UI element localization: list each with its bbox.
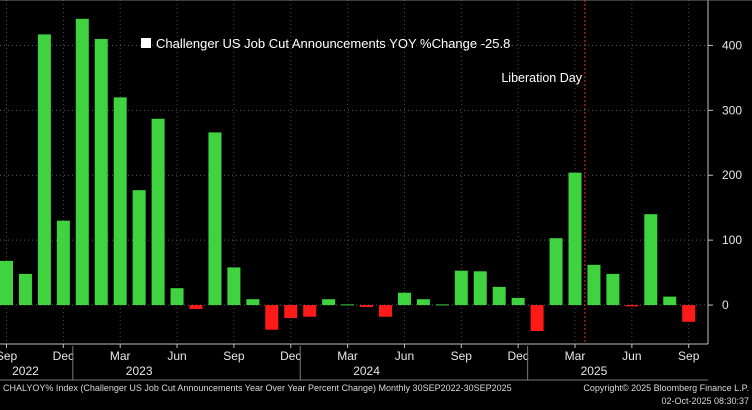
legend-swatch: [141, 38, 151, 48]
year-label-2022: 2022: [12, 364, 39, 378]
bar-2025-08: [663, 296, 677, 306]
bar-2023-07: [189, 305, 203, 309]
bar-2025-09: [682, 305, 696, 322]
bar-2024-07: [416, 299, 430, 306]
x-tick-label-2023-09: Sep: [223, 349, 245, 363]
bar-2024-04: [360, 305, 374, 308]
bar-2024-02: [322, 299, 336, 306]
bar-2025-03: [568, 172, 582, 306]
bar-2024-10: [473, 271, 487, 306]
bar-2024-05: [379, 305, 392, 317]
x-tick-label-2024-09: Sep: [451, 349, 473, 363]
bar-2023-04: [132, 190, 146, 306]
x-tick-label-2025-03: Mar: [565, 349, 586, 363]
bars: [0, 18, 696, 332]
year-axis: 2022 2023 2024 2025: [12, 346, 608, 380]
x-tick-label-2024-03: Mar: [337, 349, 358, 363]
bar-2024-06: [397, 292, 411, 306]
y-tick-label-200: 200: [722, 168, 742, 182]
x-tick-label-2024-12: Dec: [507, 349, 528, 363]
bar-2023-01: [75, 18, 89, 306]
year-label-2024: 2024: [353, 364, 380, 378]
y-tick-label-0: 0: [722, 298, 729, 312]
bar-2025-02: [549, 238, 563, 306]
bar-2024-09: [454, 270, 468, 306]
bar-2024-11: [492, 286, 506, 306]
x-tick-label-2025-09: Sep: [678, 349, 700, 363]
bar-2025-07: [644, 214, 658, 306]
bar-2023-10: [246, 299, 260, 306]
bar-2023-08: [208, 132, 222, 306]
x-tick-label-2022-12: Dec: [53, 349, 74, 363]
x-tick-label-2023-06: Jun: [167, 349, 186, 363]
bar-2023-05: [151, 118, 165, 306]
y-axis-ticks: 0 100 200 300 400: [708, 38, 742, 312]
bar-2025-01: [530, 305, 544, 332]
footer-timestamp: 02-Oct-2025 08:30:37: [661, 396, 749, 406]
bar-2025-04: [587, 264, 601, 306]
bar-2025-06: [625, 305, 639, 307]
bar-2024-08: [435, 304, 449, 306]
bar-2023-02: [94, 38, 108, 306]
y-tick-label-300: 300: [722, 103, 742, 117]
bar-2023-03: [113, 97, 127, 306]
x-tick-label-2023-03: Mar: [110, 349, 131, 363]
x-tick-label-2025-06: Jun: [622, 349, 641, 363]
x-tick-label-2022-09: Sep: [0, 349, 17, 363]
bar-2022-12: [56, 220, 70, 306]
annotation-layer: Liberation Day: [501, 0, 586, 344]
bar-2023-09: [227, 267, 241, 306]
bar-2022-09: [0, 260, 13, 306]
year-label-2025: 2025: [581, 364, 608, 378]
bar-2022-10: [18, 273, 32, 306]
x-axis-ticks: Sep Dec Mar Jun Sep Dec Mar Jun Sep Dec Mar Jun Sep: [0, 344, 700, 363]
bar-2023-12: [284, 305, 298, 319]
bar-2022-11: [37, 34, 51, 306]
bar-2025-05: [606, 273, 620, 306]
bar-2023-11: [265, 305, 279, 330]
bar-2023-06: [170, 288, 184, 306]
liberation-day-label: Liberation Day: [501, 71, 582, 85]
bar-2024-03: [341, 304, 355, 306]
bar-2024-12: [511, 297, 525, 306]
legend: Challenger US Job Cut Announcements YOY …: [141, 36, 510, 51]
y-tick-label-100: 100: [722, 233, 742, 247]
y-tick-label-400: 400: [722, 38, 742, 52]
x-tick-label-2024-06: Jun: [395, 349, 414, 363]
bar-2024-01: [303, 305, 317, 317]
footer-copyright: Copyright© 2025 Bloomberg Finance L.P.: [583, 383, 749, 393]
year-label-2023: 2023: [126, 364, 153, 378]
legend-label: Challenger US Job Cut Announcements YOY …: [156, 36, 510, 51]
footer-series-description: CHALYOY% Index (Challenger US Job Cut An…: [3, 383, 512, 393]
x-tick-label-2023-12: Dec: [280, 349, 301, 363]
